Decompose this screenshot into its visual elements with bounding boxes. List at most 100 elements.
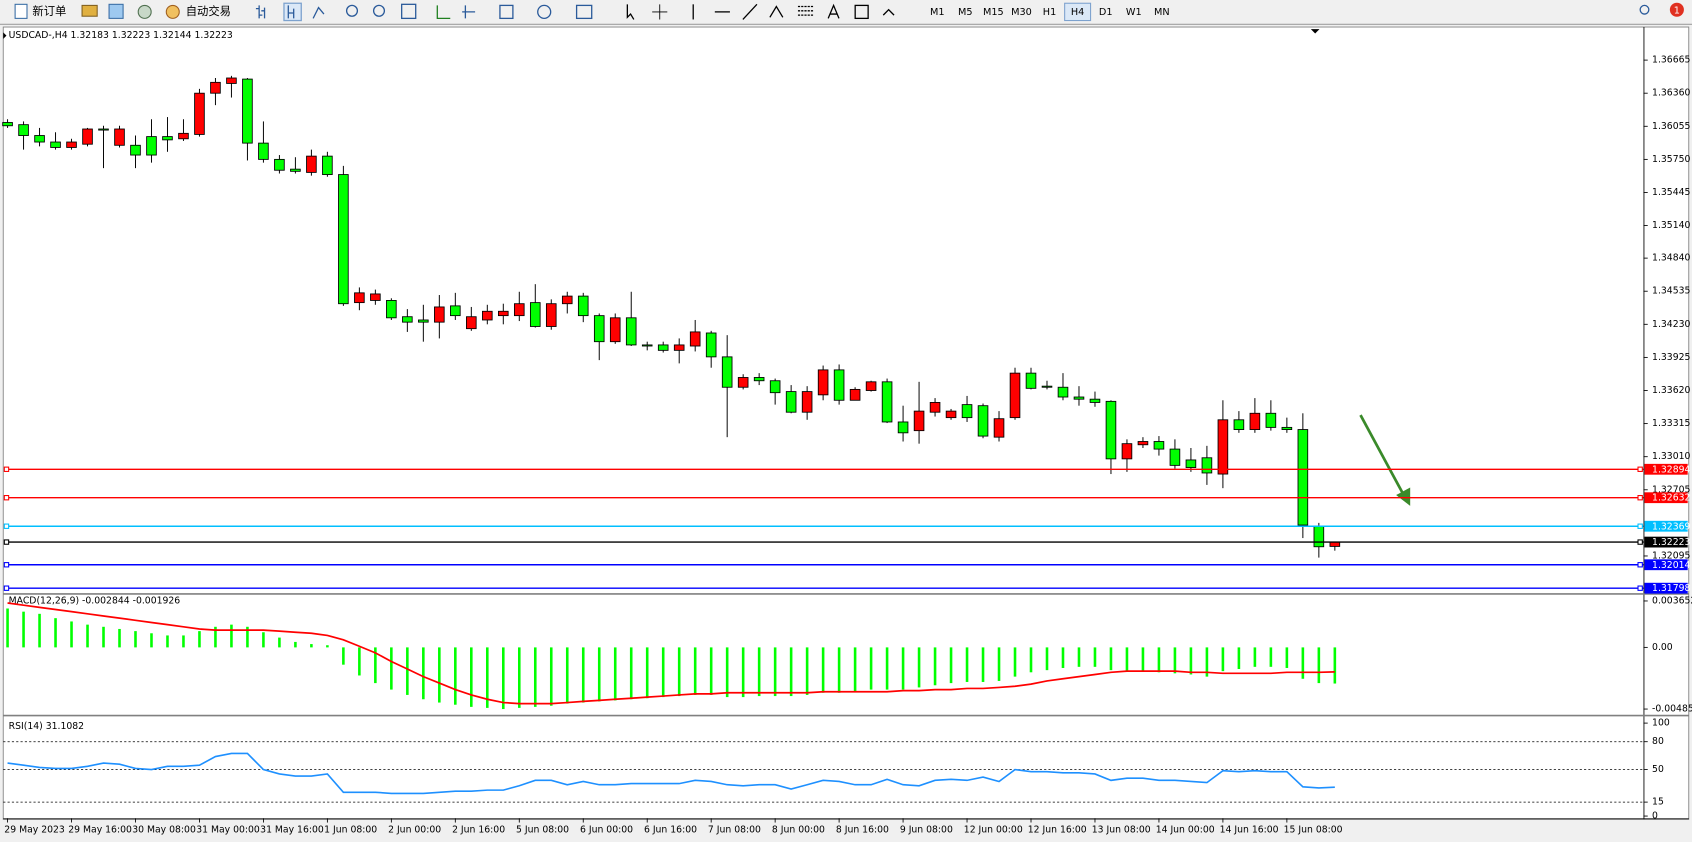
line-handle[interactable] bbox=[1637, 495, 1643, 501]
icon[interactable] bbox=[255, 5, 266, 19]
candle-body bbox=[2, 122, 13, 127]
icon[interactable] bbox=[345, 4, 359, 17]
candle-body bbox=[737, 377, 749, 388]
candle-body bbox=[561, 295, 573, 305]
candle-body bbox=[1153, 441, 1165, 450]
x-tick-label: 29 May 2023 bbox=[4, 825, 65, 836]
line-handle[interactable] bbox=[3, 523, 10, 529]
icon[interactable] bbox=[626, 4, 635, 20]
icon-pressed[interactable] bbox=[283, 2, 302, 22]
notification-badge[interactable] bbox=[1669, 2, 1684, 17]
price-label-box bbox=[1644, 559, 1688, 571]
candle-body bbox=[290, 168, 301, 172]
timeframe-button[interactable]: H4 bbox=[1071, 7, 1084, 18]
icon[interactable] bbox=[652, 4, 668, 20]
candle-body bbox=[1297, 429, 1309, 526]
x-tick-label: 29 May 16:00 bbox=[68, 825, 132, 836]
icon[interactable] bbox=[287, 5, 295, 19]
line-handle[interactable] bbox=[1637, 466, 1643, 472]
candle-body bbox=[785, 391, 797, 413]
line-handle[interactable] bbox=[3, 539, 10, 545]
x-tick-label: 7 Jun 08:00 bbox=[708, 825, 761, 836]
candle-body bbox=[705, 332, 717, 358]
candle-body bbox=[402, 316, 413, 323]
icon[interactable] bbox=[137, 4, 152, 19]
icon[interactable] bbox=[854, 4, 869, 20]
candle-body bbox=[1121, 443, 1133, 460]
icon[interactable] bbox=[462, 5, 476, 19]
timeframe-button[interactable]: M1 bbox=[930, 7, 945, 18]
candle-body bbox=[513, 303, 525, 317]
candle-body bbox=[689, 331, 701, 347]
candle-body bbox=[913, 410, 925, 432]
auto-trading-button[interactable]: 自动交易 bbox=[165, 4, 231, 19]
timeframe-button[interactable]: M5 bbox=[958, 7, 973, 18]
candle-body bbox=[226, 77, 237, 84]
icon[interactable] bbox=[108, 3, 124, 19]
timeframe-button[interactable]: H1 bbox=[1043, 7, 1056, 18]
candle-body bbox=[801, 391, 813, 413]
icon[interactable] bbox=[769, 5, 784, 18]
line-handle[interactable] bbox=[3, 562, 10, 568]
candle-body bbox=[833, 369, 845, 401]
candle-body bbox=[817, 369, 829, 396]
x-tick-label: 14 Jun 16:00 bbox=[1220, 825, 1279, 836]
timeframe-button[interactable]: M30 bbox=[1011, 7, 1032, 18]
candle-body bbox=[210, 81, 221, 94]
y-tick-label: 1.34535 bbox=[1652, 286, 1690, 297]
candle-body bbox=[1169, 448, 1181, 466]
timeframe-button[interactable]: M15 bbox=[983, 7, 1004, 18]
icon[interactable] bbox=[401, 3, 417, 20]
chart-area bbox=[2, 26, 1690, 820]
candle-body bbox=[146, 136, 157, 156]
new-order-button[interactable]: 新订单 bbox=[14, 3, 66, 19]
rsi-line bbox=[7, 752, 1335, 795]
candle-body bbox=[545, 303, 557, 327]
icon[interactable] bbox=[436, 5, 451, 20]
line-handle[interactable] bbox=[1637, 523, 1643, 529]
candle-body bbox=[162, 136, 173, 141]
line-handle[interactable] bbox=[1637, 562, 1643, 568]
timeframe-button[interactable]: W1 bbox=[1126, 7, 1142, 18]
y-tick-label: 15 bbox=[1652, 797, 1664, 808]
icon[interactable] bbox=[882, 8, 895, 16]
candle-body bbox=[929, 402, 941, 413]
timeframe-button[interactable]: MN bbox=[1154, 7, 1170, 18]
line-handle[interactable] bbox=[1637, 585, 1643, 591]
candle-body bbox=[130, 144, 141, 156]
icon[interactable] bbox=[81, 4, 98, 17]
line-handle[interactable] bbox=[3, 585, 10, 591]
line-handle[interactable] bbox=[1637, 539, 1643, 545]
icon[interactable] bbox=[575, 4, 593, 20]
line-handle[interactable] bbox=[3, 495, 10, 501]
search-icon[interactable] bbox=[1639, 4, 1650, 15]
price-label: 1.32014 bbox=[1652, 560, 1690, 571]
x-tick-label: 1 Jun 08:00 bbox=[324, 825, 377, 836]
candle-body bbox=[865, 381, 877, 391]
x-tick-label: 2 Jun 00:00 bbox=[388, 825, 441, 836]
candle-body bbox=[322, 155, 333, 176]
candle-body bbox=[450, 305, 461, 317]
candle-body bbox=[993, 418, 1005, 438]
icon[interactable] bbox=[499, 4, 514, 20]
line-handle[interactable] bbox=[3, 466, 10, 472]
icon[interactable] bbox=[742, 3, 758, 20]
icon[interactable] bbox=[537, 4, 552, 20]
icon[interactable] bbox=[312, 6, 325, 19]
x-tick-label: 31 May 00:00 bbox=[196, 825, 260, 836]
candle-body bbox=[673, 344, 685, 351]
new-order-label: 新订单 bbox=[32, 4, 66, 18]
candle-body bbox=[370, 293, 381, 301]
icon[interactable] bbox=[372, 4, 386, 17]
candle-body bbox=[1073, 396, 1085, 400]
y-tick-label: 1.33925 bbox=[1652, 352, 1690, 363]
icon[interactable] bbox=[797, 5, 814, 16]
icon[interactable] bbox=[827, 3, 840, 19]
title-marker bbox=[3, 32, 7, 39]
macd-title: MACD(12,26,9) -0.002844 -0.001926 bbox=[9, 595, 181, 606]
x-tick-label: 8 Jun 00:00 bbox=[772, 825, 825, 836]
y-tick-label: 50 bbox=[1652, 764, 1664, 775]
candle-body bbox=[242, 78, 253, 144]
timeframe-button[interactable]: D1 bbox=[1099, 7, 1113, 18]
